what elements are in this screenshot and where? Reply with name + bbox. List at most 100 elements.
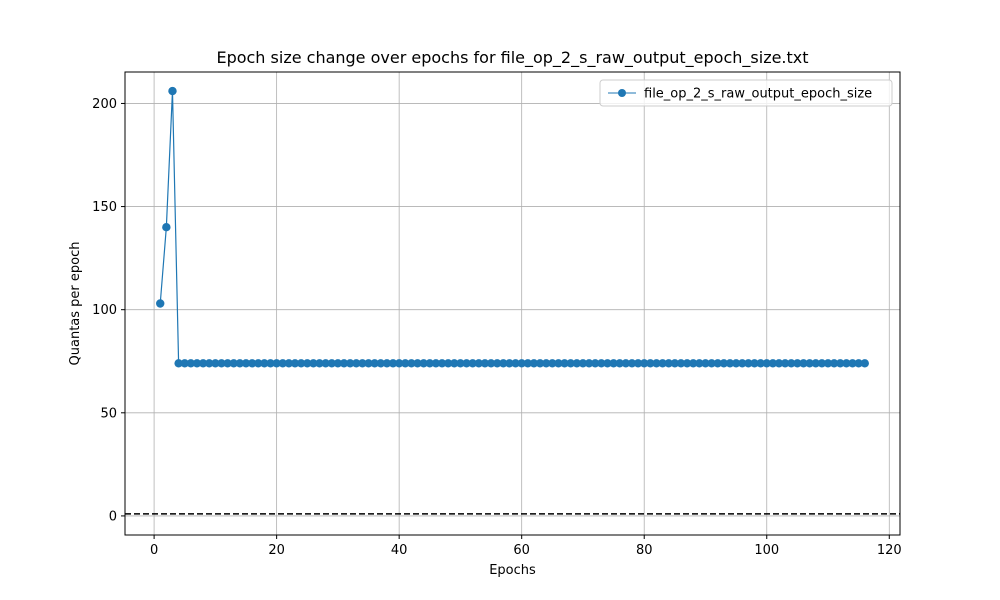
data-point: [517, 359, 526, 368]
data-point: [780, 359, 790, 368]
chart-title: Epoch size change over epochs for file_o…: [216, 48, 808, 68]
data-point: [682, 359, 692, 368]
data-point: [352, 359, 361, 368]
data-point: [572, 359, 582, 368]
data-point: [719, 359, 729, 368]
data-point: [836, 359, 845, 368]
data-point: [523, 359, 533, 368]
data-point: [419, 359, 428, 368]
ticks: 0 20 40 60 80 100 120 0 50 100 150 200: [92, 97, 902, 558]
data-point: [364, 359, 373, 368]
legend: file_op_2_s_raw_output_epoch_size: [599, 79, 893, 107]
data-point: [345, 359, 355, 368]
data-point: [315, 359, 324, 368]
data-point: [817, 359, 827, 368]
data-point: [211, 359, 220, 368]
data-point: [205, 359, 214, 368]
data-point: [223, 359, 232, 368]
y-tick-label: 200: [92, 97, 117, 112]
data-point: [731, 359, 741, 368]
data-point: [621, 359, 631, 368]
data-point: [303, 359, 312, 368]
data-point: [174, 359, 183, 368]
data-point: [609, 359, 618, 368]
legend-marker-swatch: [618, 89, 626, 97]
y-tick-label: 50: [100, 406, 117, 421]
x-tick-label: 80: [636, 543, 653, 558]
data-point: [388, 359, 398, 368]
data-point: [774, 359, 784, 368]
x-tick-label: 40: [391, 543, 408, 558]
data-point: [198, 359, 208, 368]
data-point: [272, 359, 281, 368]
data-point: [658, 359, 667, 368]
data-point: [701, 359, 710, 368]
y-tick-label: 0: [109, 509, 117, 524]
data-point: [505, 359, 514, 368]
x-tick-label: 20: [268, 543, 285, 558]
data-point: [462, 359, 471, 368]
data-point: [707, 359, 716, 368]
data-point: [756, 359, 765, 368]
data-point: [664, 359, 673, 368]
data-point: [584, 359, 594, 368]
data-point: [860, 359, 869, 368]
x-tick-label: 0: [150, 543, 158, 558]
data-point: [597, 359, 606, 368]
data-point: [321, 359, 330, 368]
data-point: [333, 359, 343, 368]
data-point: [376, 359, 385, 368]
x-tick-label: 60: [513, 543, 530, 558]
data-point: [229, 359, 238, 368]
data-point: [535, 359, 545, 368]
data-point: [627, 359, 637, 368]
data-point: [615, 359, 624, 368]
data-point: [793, 359, 802, 368]
y-axis-label: Quantas per epoch: [68, 242, 83, 366]
data-point: [370, 359, 379, 368]
data-point: [554, 359, 563, 368]
data-point: [327, 359, 336, 368]
data-point: [762, 359, 771, 368]
data-point: [186, 359, 196, 368]
data-point: [511, 359, 520, 368]
data-point: [180, 359, 189, 368]
data-point: [854, 359, 863, 368]
x-axis-label: Epochs: [489, 563, 536, 578]
data-point: [823, 359, 833, 368]
data-point: [296, 359, 306, 368]
data-point: [437, 359, 447, 368]
data-point: [541, 359, 551, 368]
data-point: [811, 359, 820, 368]
data-point: [848, 359, 857, 368]
data-point: [670, 359, 680, 368]
data-point: [725, 359, 735, 368]
data-point: [492, 359, 502, 368]
data-point: [768, 359, 778, 368]
data-point: [407, 359, 416, 368]
data-point: [217, 359, 226, 368]
data-point: [640, 359, 649, 368]
data-point: [162, 222, 171, 232]
x-tick-label: 120: [877, 543, 902, 558]
data-point: [603, 359, 612, 368]
data-point: [394, 359, 404, 368]
legend-box: [599, 79, 893, 107]
data-point: [799, 359, 808, 368]
data-point: [646, 359, 655, 368]
data-point: [474, 359, 484, 368]
data-point: [842, 359, 851, 368]
data-point: [156, 299, 165, 308]
data-point: [548, 359, 557, 368]
data-point: [358, 359, 367, 368]
y-tick-label: 100: [92, 303, 117, 318]
data-point: [652, 359, 661, 368]
data-point: [529, 359, 539, 368]
x-tick-label: 100: [754, 543, 779, 558]
data-point: [456, 359, 465, 368]
data-point: [401, 359, 410, 368]
data-point: [260, 359, 269, 368]
data-point: [168, 86, 177, 96]
data-point: [805, 359, 814, 368]
data-point: [676, 359, 686, 368]
